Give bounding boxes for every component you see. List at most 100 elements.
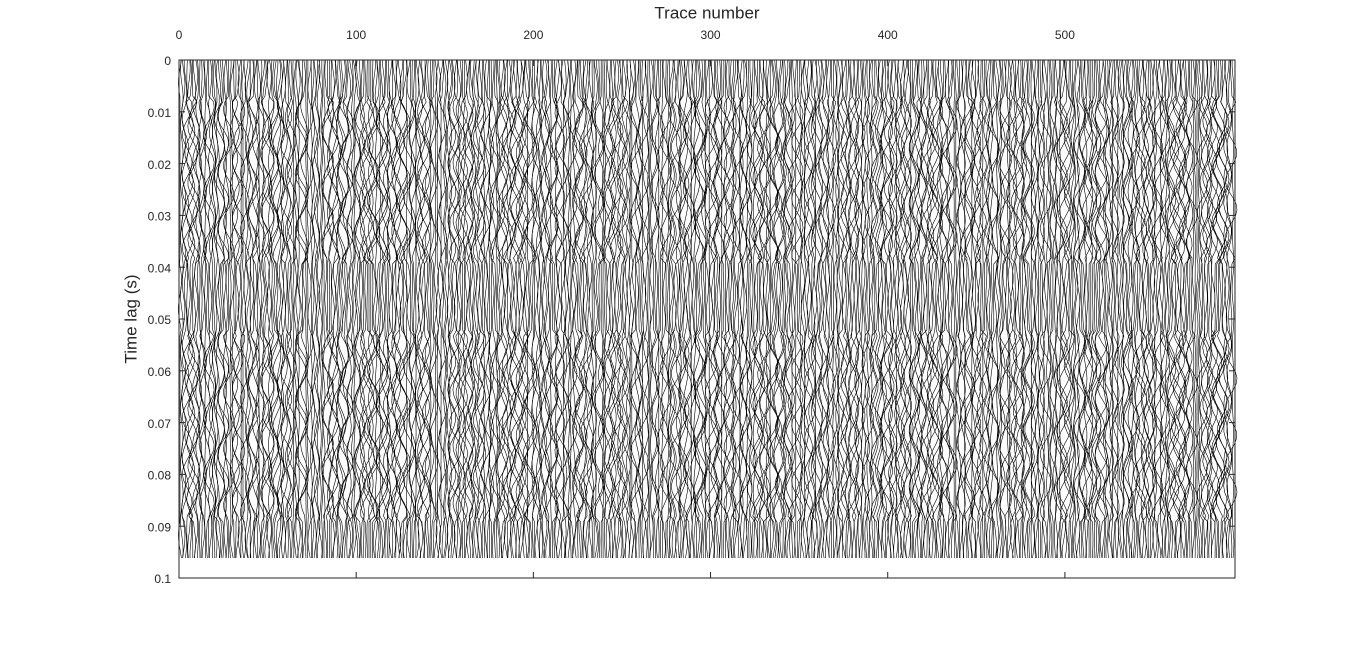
trace: [1021, 59, 1031, 559]
trace: [580, 59, 594, 559]
trace: [1058, 59, 1070, 559]
trace: [1049, 59, 1057, 558]
trace: [257, 59, 261, 559]
trace: [621, 59, 628, 559]
trace: [1052, 59, 1057, 559]
trace: [442, 59, 447, 559]
trace: [804, 59, 816, 559]
trace: [1078, 59, 1086, 559]
trace: [1231, 59, 1235, 559]
trace: [1034, 59, 1039, 559]
trace: [360, 59, 371, 559]
trace: [271, 59, 280, 559]
trace: [213, 59, 219, 559]
trace: [372, 59, 384, 559]
trace: [1006, 59, 1010, 559]
trace: [229, 59, 232, 559]
trace: [525, 59, 530, 559]
trace: [181, 59, 186, 559]
trace: [537, 59, 543, 559]
trace: [746, 59, 748, 559]
trace: [1030, 59, 1036, 559]
trace: [1108, 59, 1113, 559]
trace: [1094, 59, 1105, 558]
x-tick-label: 500: [1055, 28, 1075, 42]
trace: [1153, 59, 1158, 559]
trace: [871, 60, 879, 558]
trace: [887, 59, 898, 559]
trace: [1212, 60, 1225, 558]
trace: [415, 59, 423, 559]
trace: [352, 59, 361, 559]
trace: [398, 59, 408, 559]
trace: [975, 59, 987, 559]
trace: [462, 60, 466, 558]
trace: [855, 59, 862, 559]
trace: [684, 59, 695, 559]
y-tick-label: 0.08: [148, 469, 172, 483]
trace: [668, 59, 672, 558]
trace: [748, 59, 753, 559]
trace: [1024, 59, 1035, 559]
trace: [550, 59, 559, 559]
trace: [1070, 59, 1075, 559]
trace: [940, 59, 953, 559]
trace: [286, 59, 294, 559]
trace: [894, 59, 899, 559]
trace: [202, 60, 215, 558]
trace: [826, 59, 834, 559]
trace: [835, 60, 839, 558]
trace: [355, 59, 362, 559]
trace: [693, 59, 697, 559]
trace: [854, 59, 860, 559]
trace: [963, 59, 967, 559]
trace: [555, 59, 568, 558]
trace: [415, 59, 417, 559]
trace: [241, 59, 245, 559]
trace: [902, 59, 913, 559]
trace: [1000, 59, 1012, 559]
trace: [831, 59, 839, 559]
trace: [754, 59, 766, 558]
trace: [1112, 59, 1120, 559]
trace: [509, 59, 520, 559]
trace: [462, 59, 474, 559]
trace: [321, 59, 334, 558]
x-tick-label: 200: [523, 28, 543, 42]
trace: [866, 59, 869, 559]
trace: [224, 59, 230, 559]
trace: [1088, 59, 1098, 559]
trace: [976, 59, 982, 559]
trace: [1223, 59, 1229, 559]
trace: [488, 59, 491, 558]
trace: [636, 59, 642, 558]
trace: [1194, 60, 1197, 559]
trace: [408, 59, 416, 559]
trace: [1186, 59, 1194, 558]
trace: [1216, 59, 1228, 559]
trace: [1123, 59, 1135, 558]
trace: [757, 59, 770, 558]
trace: [1119, 59, 1124, 559]
trace: [603, 59, 606, 559]
trace: [629, 59, 634, 559]
trace: [429, 59, 435, 559]
trace: [945, 59, 955, 559]
trace: [747, 59, 758, 559]
trace: [982, 59, 984, 559]
trace: [1055, 59, 1059, 559]
trace: [1183, 59, 1193, 558]
trace: [732, 59, 740, 559]
trace: [421, 59, 432, 558]
trace: [452, 59, 462, 559]
trace: [862, 59, 866, 558]
trace: [1199, 59, 1209, 559]
trace: [466, 59, 474, 559]
trace: [255, 59, 260, 559]
trace: [1208, 59, 1218, 559]
trace: [900, 59, 910, 559]
trace: [689, 59, 693, 559]
trace: [247, 59, 257, 559]
trace: [496, 59, 508, 559]
